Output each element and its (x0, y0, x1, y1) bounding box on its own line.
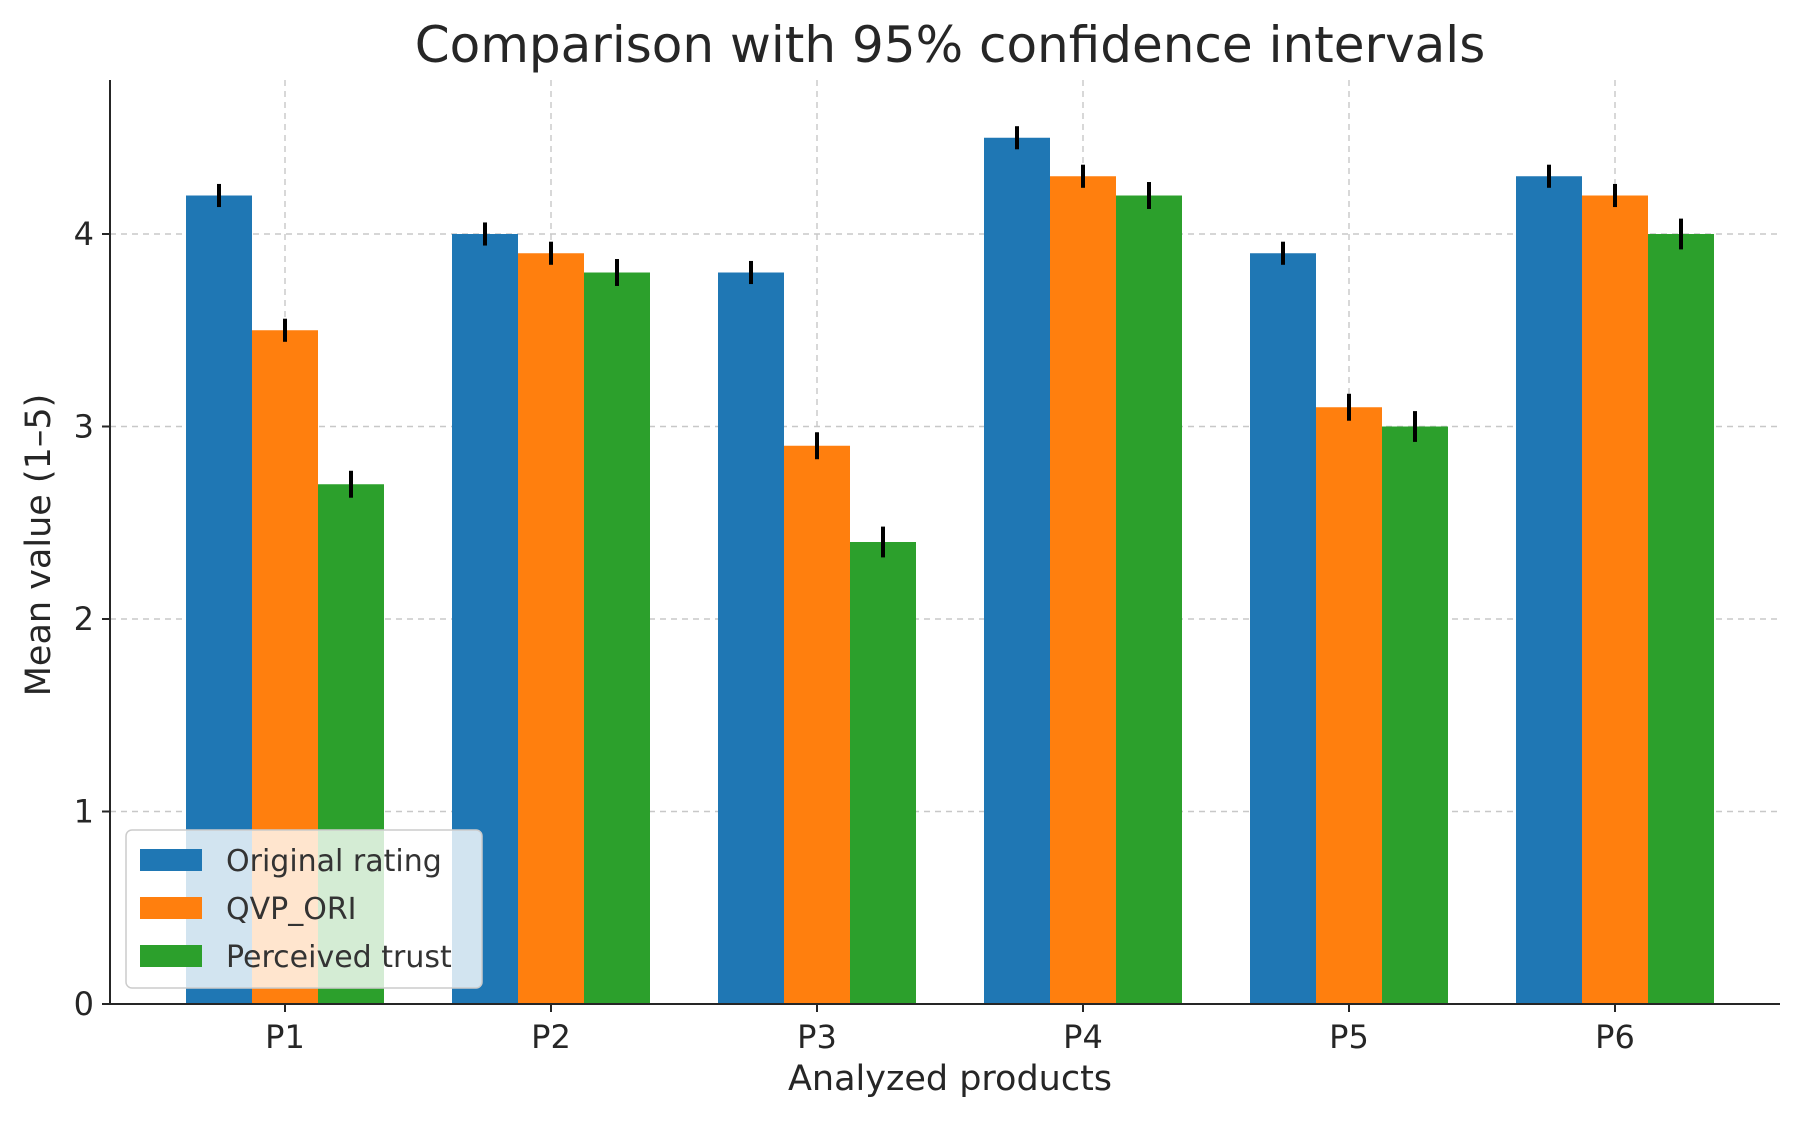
x-tick-label: P6 (1595, 1018, 1635, 1056)
errorbar-layer (217, 126, 1683, 558)
bar-original-rating-p4 (984, 137, 1050, 1004)
ticks-layer: 0 1 2 3 4 P1 P2 P3 P4 P5 P6 (74, 215, 1635, 1056)
legend-frame (125, 829, 483, 989)
bar-qvp-ori-p3 (784, 445, 850, 1004)
x-axis-label: Analyzed products (788, 1059, 1112, 1099)
x-tick-label: P2 (531, 1018, 571, 1056)
x-tick-label: P1 (265, 1018, 305, 1056)
y-tick-label: 2 (74, 600, 94, 638)
bar-qvp-ori-p6 (1582, 195, 1648, 1004)
bar-perceived-trust-p4 (1116, 195, 1182, 1004)
bar-qvp-ori-p5 (1316, 407, 1382, 1004)
x-tick-label: P3 (797, 1018, 837, 1056)
legend-swatch (140, 849, 202, 871)
bar-qvp-ori-p4 (1050, 176, 1116, 1004)
legend-label: Perceived trust (226, 940, 452, 975)
x-tick-label: P4 (1063, 1018, 1103, 1056)
y-tick-label: 3 (74, 408, 94, 446)
bar-original-rating-p6 (1516, 176, 1582, 1004)
legend: Original rating QVP_ORI Perceived trust (125, 829, 483, 989)
bar-perceived-trust-p5 (1382, 426, 1448, 1004)
bar-perceived-trust-p6 (1648, 234, 1714, 1004)
chart-title: Comparison with 95% confidence intervals (415, 16, 1486, 74)
bar-perceived-trust-p3 (850, 542, 916, 1004)
y-tick-label: 1 (74, 793, 94, 831)
bar-original-rating-p5 (1250, 253, 1316, 1004)
x-tick-label: P5 (1329, 1018, 1369, 1056)
legend-label: Original rating (226, 844, 442, 879)
y-tick-label: 0 (74, 985, 94, 1023)
y-tick-label: 4 (74, 215, 94, 253)
bar-original-rating-p3 (718, 272, 784, 1004)
legend-swatch (140, 897, 202, 919)
bar-perceived-trust-p2 (584, 272, 650, 1004)
y-axis-label: Mean value (1–5) (19, 394, 59, 697)
bar-qvp-ori-p2 (518, 253, 584, 1004)
legend-label: QVP_ORI (226, 892, 357, 927)
legend-swatch (140, 945, 202, 967)
